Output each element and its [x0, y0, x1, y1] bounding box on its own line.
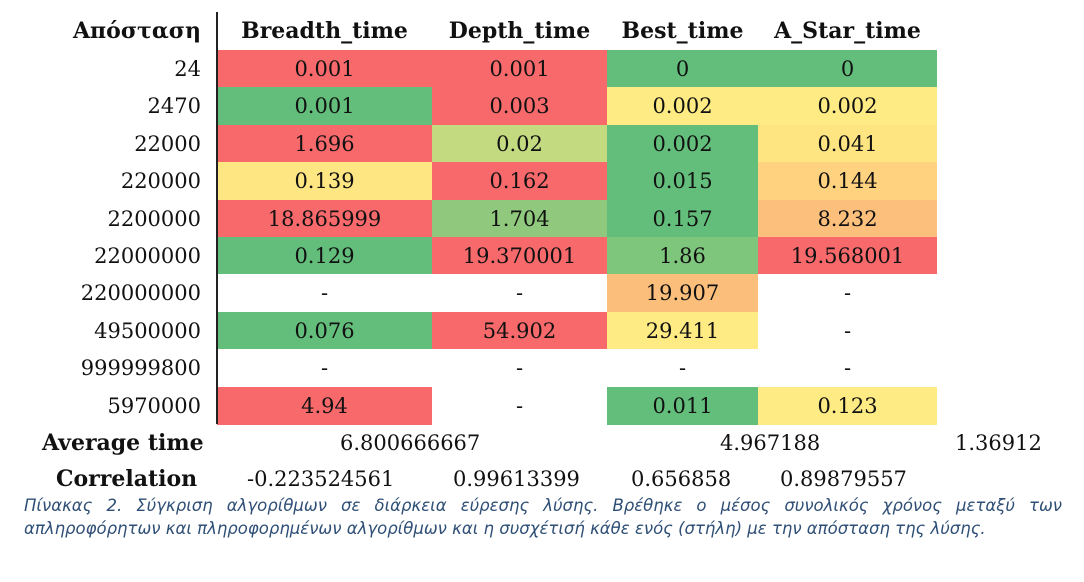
- table-row: 220000 0.139 0.162 0.015 0.144: [0, 162, 1084, 201]
- breadth-time-cell: -: [217, 274, 432, 313]
- best-time-cell: 1.86: [607, 237, 758, 275]
- table-header-row: Απόσταση Breadth_time Depth_time Best_ti…: [0, 12, 1084, 50]
- depth-time-cell: 54.902: [432, 311, 607, 350]
- astar-time-cell: 19.568001: [758, 237, 937, 275]
- astar-time-cell: 8.232: [758, 199, 937, 238]
- distance-cell: 2200000: [107, 206, 201, 231]
- best-time-cell: 0.011: [607, 386, 758, 425]
- best-time-cell: 29.411: [607, 311, 758, 350]
- astar-time-cell: 0: [758, 50, 937, 88]
- breadth-time-cell: -: [217, 349, 432, 388]
- best-time-cell: 0.015: [607, 162, 758, 201]
- depth-time-cell: -: [432, 386, 607, 425]
- distance-cell: 999999800: [80, 356, 201, 381]
- breadth-time-cell: 0.076: [217, 311, 432, 350]
- astar-time-cell: -: [758, 349, 937, 388]
- astar-time-cell: 0.002: [758, 87, 937, 126]
- astar-time-cell: -: [758, 311, 937, 350]
- distance-cell: 2470: [147, 94, 201, 119]
- astar-time-cell: 0.144: [758, 162, 937, 201]
- breadth-time-cell: 4.94: [217, 386, 432, 425]
- correlation-label: Correlation: [56, 466, 198, 492]
- astar-time-cell: -: [758, 274, 937, 313]
- table-row: 49500000 0.076 54.902 29.411-: [0, 311, 1084, 350]
- best-time-cell: 19.907: [607, 274, 758, 313]
- astar-time-cell: 0.123: [758, 386, 937, 425]
- breadth-time-cell: 0.129: [217, 237, 432, 275]
- header-astar-time: A_Star_time: [774, 18, 921, 44]
- breadth-time-cell: 0.001: [217, 50, 432, 88]
- average-time-label: Average time: [42, 430, 204, 456]
- best-time-cell: -: [607, 349, 758, 388]
- distance-cell: 5970000: [107, 393, 201, 418]
- distance-cell: 22000: [134, 131, 201, 156]
- depth-time-cell: 0.001: [432, 50, 607, 88]
- table-row: 2200000 18.865999 1.704 0.157 8.232: [0, 199, 1084, 238]
- table-caption: Πίνακας 2. Σύγκριση αλγορίθμων σε διάρκε…: [24, 496, 1062, 538]
- distance-cell: 49500000: [94, 318, 201, 343]
- table-row: 22000000 0.129 19.370001 1.86 19.568001: [0, 237, 1084, 275]
- best-time-cell: 0.157: [607, 199, 758, 238]
- table-row: 22000 1.696 0.02 0.002 0.041: [0, 124, 1084, 163]
- average-uninformed-value: 6.800666667: [340, 431, 481, 455]
- depth-time-cell: -: [432, 274, 607, 313]
- depth-time-cell: 0.162: [432, 162, 607, 201]
- breadth-time-cell: 0.139: [217, 162, 432, 201]
- distance-cell: 220000: [120, 169, 201, 194]
- header-depth-time: Depth_time: [448, 18, 591, 44]
- best-time-cell: 0.002: [607, 87, 758, 126]
- depth-time-cell: 19.370001: [432, 237, 607, 275]
- column-divider: [216, 12, 218, 424]
- depth-time-cell: 1.704: [432, 199, 607, 238]
- table-row: 220000000- -19.907-: [0, 274, 1084, 313]
- best-time-cell: 0.002: [607, 124, 758, 163]
- correlation-best-value: 0.656858: [631, 467, 732, 491]
- table-row: 2470 0.001 0.003 0.002 0.002: [0, 87, 1084, 126]
- depth-time-cell: 0.003: [432, 87, 607, 126]
- header-distance: Απόσταση: [72, 18, 201, 44]
- breadth-time-cell: 1.696: [217, 124, 432, 163]
- distance-cell: 22000000: [94, 244, 201, 268]
- correlation-breadth-value: -0.223524561: [247, 467, 395, 491]
- depth-time-cell: -: [432, 349, 607, 388]
- table-row: 5970000 4.94-0.011 0.123: [0, 386, 1084, 425]
- table-row: 24 0.001 0.001 0 0: [0, 50, 1084, 88]
- breadth-time-cell: 18.865999: [217, 199, 432, 238]
- depth-time-cell: 0.02: [432, 124, 607, 163]
- average-informed-value: 4.967188: [720, 431, 821, 455]
- astar-time-cell: 0.041: [758, 124, 937, 163]
- average-ratio-value: 1.36912: [955, 431, 1042, 455]
- correlation-depth-value: 0.99613399: [453, 467, 580, 491]
- breadth-time-cell: 0.001: [217, 87, 432, 126]
- header-best-time: Best_time: [621, 18, 744, 44]
- best-time-cell: 0: [607, 50, 758, 88]
- header-breadth-time: Breadth_time: [241, 18, 408, 44]
- correlation-astar-value: 0.89879557: [780, 467, 907, 491]
- table-row: 999999800- - - -: [0, 349, 1084, 388]
- distance-cell: 24: [174, 57, 201, 81]
- distance-cell: 220000000: [80, 281, 201, 306]
